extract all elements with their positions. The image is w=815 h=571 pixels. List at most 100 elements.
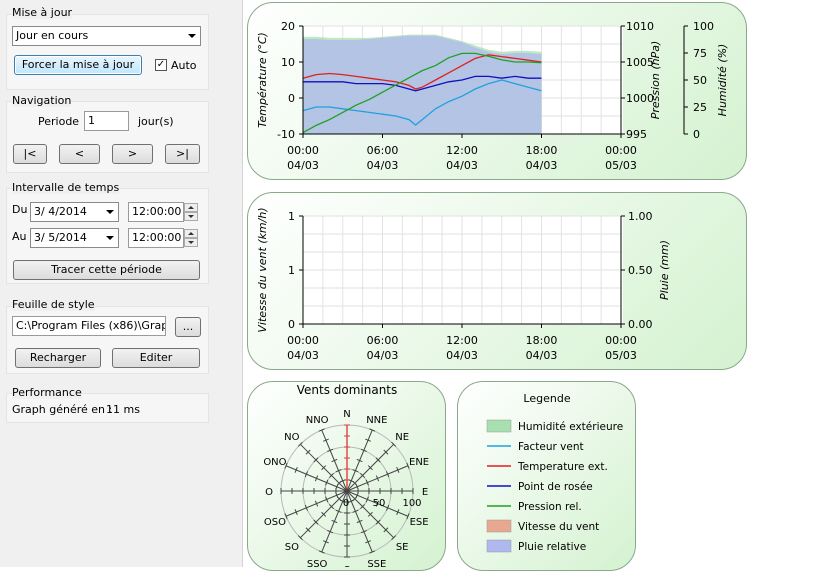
to-time-input[interactable]: 12:00:00 A [128,228,184,248]
rose-spoke-tick [322,438,329,442]
first-page-button[interactable]: |< [13,144,47,164]
y-tick-label: 1 [288,210,295,223]
rose-spoke-tick [305,449,311,455]
force-update-button[interactable]: Forcer la mise à jour [14,55,142,75]
legend-item-label: Humidité extérieure [518,421,623,433]
time-interval-group-title: Intervalle de temps [12,181,120,194]
legend-item-label: Temperature ext. [517,461,608,473]
rose-spoke-tick [321,511,327,517]
rose-spoke-tick [294,509,298,516]
x-tick-time: 00:00 [287,144,319,157]
browse-button[interactable]: ... [175,317,201,337]
rose-spoke-tick [305,527,311,533]
legend-swatch [486,519,512,533]
from-date-picker[interactable]: 3/ 4/2014 [30,202,119,222]
y-tick-label: 0 [288,318,295,331]
rose-spoke-tick [313,457,319,463]
to-time-spinner[interactable] [184,229,198,247]
rain-tick-label: 0.00 [628,318,653,331]
x-tick-time: 06:00 [367,334,399,347]
rose-spoke-tick [304,471,308,478]
series-area-pluie-relative [303,35,542,134]
x-tick-time: 06:00 [367,144,399,157]
rose-spoke-tick [360,504,366,510]
legend-item-label: Facteur vent [518,441,584,453]
to-label: Au [12,230,27,243]
rose-spoke-tick [335,469,342,473]
navigation-group-title: Navigation [12,94,72,107]
reload-button[interactable]: Recharger [15,348,101,368]
rose-spoke-tick [318,428,325,432]
y-tick-label: 1 [288,264,295,277]
legend-item-label: Pluie relative [518,541,586,553]
rain-axis-label: Pluie (mm) [658,240,671,300]
pressure-tick-label: 1005 [626,56,654,69]
y-tick-label: -10 [277,128,295,141]
rose-spoke-tick [304,504,308,511]
rose-spoke-tick [375,519,381,525]
humidity-axis-label: Humidité (%) [716,44,729,117]
rose-spoke-tick [335,509,342,513]
rain-tick-label: 1.00 [628,210,653,223]
x-tick-time: 00:00 [605,144,637,157]
rose-spoke-tick [314,500,319,507]
performance-group-title: Performance [12,386,82,399]
rose-spoke-tick [297,441,303,447]
x-tick-date: 04/03 [526,349,558,362]
x-tick-date: 04/03 [367,159,399,172]
rose-spoke-tick [360,448,367,452]
to-date-value: 3/ 5/2014 [34,231,87,244]
spin-up-icon[interactable] [184,203,198,212]
rose-spoke-tick [314,475,319,482]
panel-splitter[interactable] [232,0,471,567]
rose-spoke-tick [284,462,288,469]
period-label: Periode [38,115,80,128]
period-input[interactable]: 1 [84,111,129,131]
spin-down-icon[interactable] [184,212,198,221]
x-tick-time: 12:00 [446,144,478,157]
rose-spoke-tick [383,449,389,455]
spin-down-icon[interactable] [184,238,198,247]
from-time-spinner[interactable] [184,203,198,221]
stylesheet-path-input[interactable]: C:\Program Files (x86)\GraphW [12,316,166,336]
rose-spoke-tick [327,448,334,452]
rose-direction-label: SSE [367,559,386,567]
rose-spoke-tick [322,540,329,544]
rose-spoke-tick [383,527,389,533]
x-tick-time: 00:00 [287,334,319,347]
rose-direction-label: ESE [410,517,429,528]
rose-spoke-tick [391,441,397,447]
previous-button[interactable]: < [59,144,100,164]
rose-spoke-tick [365,540,372,544]
pressure-tick-label: 1010 [626,20,654,33]
rose-direction-label: SO [285,542,299,553]
rose-direction-label: O [265,487,273,498]
to-date-picker[interactable]: 3/ 5/2014 [30,228,119,248]
performance-value: 11 ms [106,403,140,416]
rose-spoke-tick [367,465,373,471]
rose-direction-label: SE [396,542,409,553]
rose-direction-label: OSO [264,517,286,528]
rose-spoke-tick [396,466,400,473]
x-tick-time: 18:00 [526,144,558,157]
spin-up-icon[interactable] [184,229,198,238]
rose-spoke-tick [375,475,380,482]
update-mode-select[interactable]: Jour en cours [12,26,201,46]
rose-spoke-tick [406,513,410,520]
next-button[interactable]: > [112,144,153,164]
from-time-input[interactable]: 12:00:00 A [128,202,184,222]
rose-spoke-tick [327,530,334,534]
update-group-title: Mise à jour [12,6,73,19]
y-tick-label: 0 [288,92,295,105]
edit-button[interactable]: Editer [112,348,200,368]
humidity-tick-label: 100 [693,20,714,33]
legend-item-label: Pression rel. [518,501,582,513]
rose-direction-label: NE [395,432,409,443]
temperature-axis-label: Température (°C) [256,32,269,128]
auto-checkbox[interactable]: ✓ [155,59,167,71]
legend-swatch [486,539,512,553]
legend-title: Legende [523,392,570,405]
last-page-button[interactable]: >| [165,144,200,164]
rose-spoke-tick [352,469,359,473]
plot-period-button[interactable]: Tracer cette période [13,260,200,280]
